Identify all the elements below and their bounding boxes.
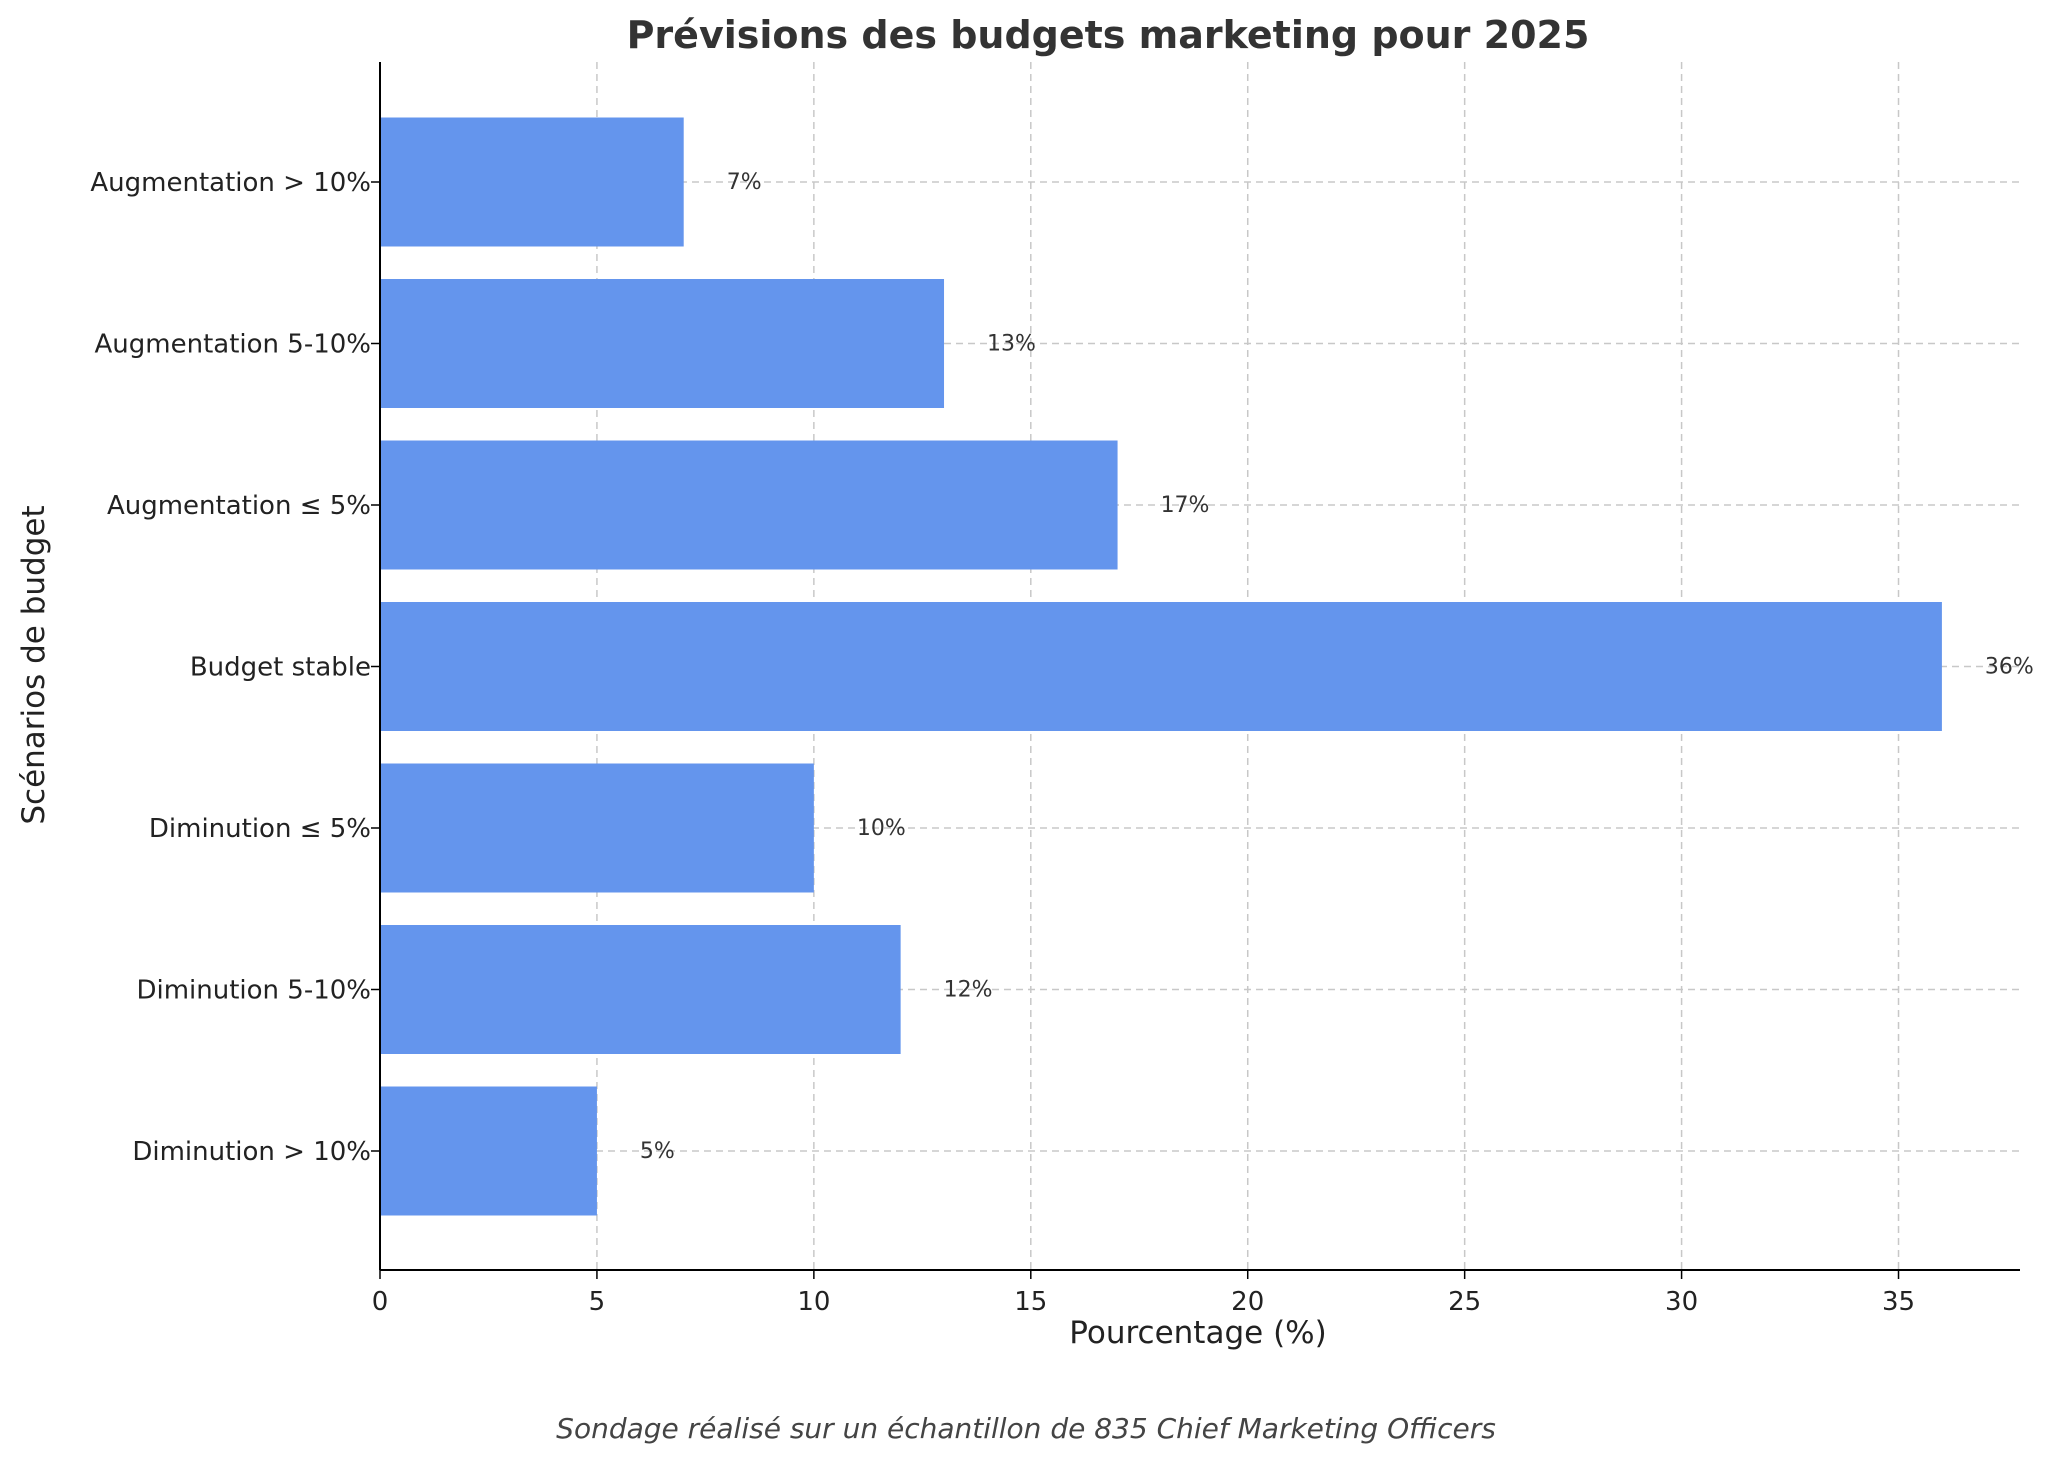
- category-label: Diminution > 10%: [132, 1137, 371, 1167]
- bar-6: [380, 1086, 597, 1216]
- value-label: 10%: [857, 816, 906, 841]
- category-label: Diminution 5-10%: [136, 976, 371, 1006]
- category-label: Augmentation ≤ 5%: [107, 491, 371, 521]
- x-tick-label: 15: [1014, 1287, 1047, 1317]
- category-label: Augmentation 5-10%: [95, 330, 371, 360]
- chart-caption: Sondage réalisé sur un échantillon de 83…: [556, 1412, 1496, 1445]
- value-label: 5%: [640, 1139, 675, 1164]
- x-tick-label: 20: [1231, 1287, 1264, 1317]
- x-tick-label: 10: [797, 1287, 830, 1317]
- value-label: 36%: [1985, 655, 2034, 680]
- bar-1: [380, 279, 945, 408]
- category-label: Budget stable: [190, 653, 371, 683]
- axes: [371, 62, 2020, 1279]
- bar-4: [380, 763, 814, 893]
- x-tick-label: 25: [1448, 1287, 1481, 1317]
- x-tick-label: 30: [1665, 1287, 1698, 1317]
- value-label: 7%: [727, 170, 762, 195]
- category-label: Diminution ≤ 5%: [149, 814, 371, 844]
- value-label: 17%: [1161, 493, 1210, 518]
- labels: 0 5 10 15 20 25 30 35 Augmentation > 10% 7% Augmen…: [90, 168, 2033, 1317]
- x-tick-label: 35: [1882, 1287, 1915, 1317]
- value-label: 12%: [944, 978, 993, 1003]
- category-label: Augmentation > 10%: [90, 168, 371, 198]
- value-label: 13%: [987, 332, 1036, 357]
- x-axis-label: Pourcentage (%): [1069, 1315, 1326, 1351]
- y-axis-label: Scénarios de budget: [16, 505, 52, 824]
- chart-title: Prévisions des budgets marketing pour 20…: [627, 13, 1590, 57]
- x-tick-label: 0: [372, 1287, 389, 1317]
- bars: [380, 117, 1942, 1216]
- x-tick-label: 5: [589, 1287, 606, 1317]
- bar-3: [380, 602, 1942, 731]
- bar-2: [380, 440, 1118, 570]
- bar-0: [380, 117, 684, 247]
- bar-5: [380, 925, 901, 1054]
